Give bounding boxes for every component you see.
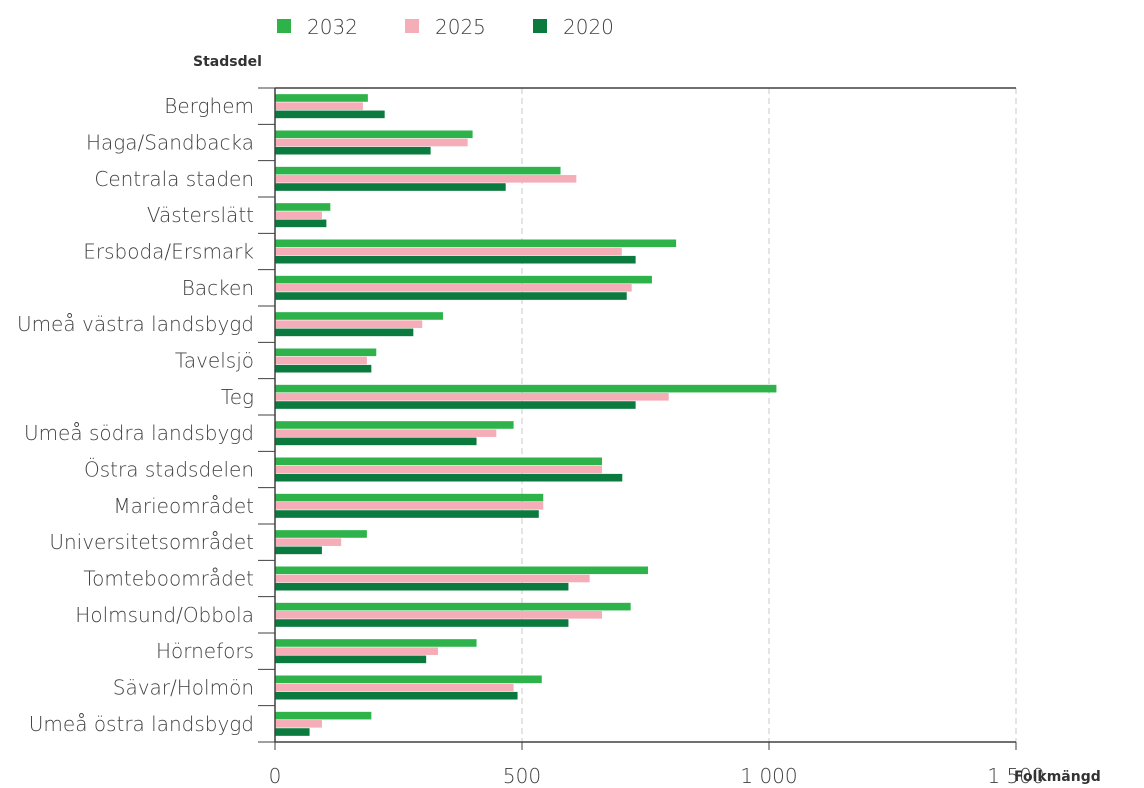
legend-swatch-2025 <box>405 19 419 33</box>
bar-2025-6 <box>275 320 423 328</box>
axis-layer: Berghem Haga/Sandbacka Centrala staden Väst… <box>17 87 1045 788</box>
bar-2032-4 <box>275 239 677 248</box>
x-axis-title: Folkmängd <box>1014 769 1101 785</box>
bar-2025-17 <box>275 720 322 728</box>
bar-2032-15 <box>275 639 477 647</box>
bar-2020-0 <box>275 110 385 119</box>
bar-2020-14 <box>275 619 569 627</box>
category-label-6: Umeå västra landsbygd <box>17 312 254 336</box>
category-label-14: Holmsund/Obbola <box>75 603 254 627</box>
bar-2032-2 <box>275 166 561 175</box>
bar-2032-10 <box>275 457 603 466</box>
y-axis-title: Stadsdel <box>193 54 262 70</box>
bar-2025-13 <box>275 574 590 583</box>
bar-2032-17 <box>275 711 372 720</box>
bar-2032-5 <box>275 275 652 284</box>
bar-2025-16 <box>275 683 514 692</box>
bar-2020-3 <box>275 219 327 228</box>
legend-label-2025: 2025 <box>435 15 486 39</box>
bar-2020-6 <box>275 328 414 337</box>
category-label-10: Östra stadsdelen <box>84 458 254 482</box>
bar-2032-6 <box>275 312 443 320</box>
category-label-17: Umeå östra landsbygd <box>29 712 254 736</box>
legend-label-2032: 2032 <box>307 15 358 39</box>
x-tick-label-1: 500 <box>503 764 541 788</box>
bar-2032-16 <box>275 675 542 684</box>
bar-2020-11 <box>275 510 539 518</box>
legend-swatch-2032 <box>277 19 291 33</box>
bar-2020-7 <box>275 364 372 373</box>
legend: 2032 2025 2020 <box>277 15 614 39</box>
bar-2032-1 <box>275 130 473 139</box>
bar-2025-5 <box>275 284 632 292</box>
bar-2032-14 <box>275 602 631 611</box>
bar-2020-5 <box>275 292 627 300</box>
grid-layer <box>521 88 1017 742</box>
bar-2025-12 <box>275 538 342 546</box>
category-label-7: Tavelsjö <box>175 349 254 373</box>
bar-2025-2 <box>275 175 577 183</box>
bar-2020-13 <box>275 582 569 591</box>
bar-2025-11 <box>275 502 544 510</box>
bar-2032-12 <box>275 530 367 538</box>
bar-2032-8 <box>275 384 777 393</box>
category-label-12: Universitetsområdet <box>49 530 254 554</box>
category-label-8: Teg <box>221 385 254 409</box>
x-tick-label-0: 0 <box>269 764 282 788</box>
category-label-3: Västerslätt <box>147 203 254 227</box>
bar-2025-8 <box>275 393 669 401</box>
category-label-9: Umeå södra landsbygd <box>24 421 254 445</box>
legend-swatch-2020 <box>533 19 547 33</box>
bar-2020-9 <box>275 437 477 446</box>
category-label-2: Centrala staden <box>94 167 254 191</box>
bar-2020-1 <box>275 146 431 155</box>
category-label-11: Marieområdet <box>113 494 254 518</box>
bar-2032-13 <box>275 566 648 575</box>
bar-2032-7 <box>275 348 377 357</box>
bar-2025-9 <box>275 429 497 437</box>
bar-2032-3 <box>275 203 331 211</box>
bar-2032-0 <box>275 94 368 102</box>
bar-2020-15 <box>275 655 427 664</box>
bar-2020-12 <box>275 546 322 555</box>
bar-2025-3 <box>275 211 322 219</box>
category-label-16: Sävar/Holmön <box>113 676 254 700</box>
bar-2020-8 <box>275 401 636 409</box>
bar-layer <box>275 94 777 736</box>
category-label-5: Backen <box>182 276 254 300</box>
bar-2032-9 <box>275 421 514 429</box>
bar-2020-10 <box>275 473 623 482</box>
x-tick-label-2: 1 000 <box>740 764 797 788</box>
x-tick-label-3: 1 500 <box>987 764 1044 788</box>
legend-label-2020: 2020 <box>563 15 614 39</box>
category-label-15: Hörnefors <box>156 639 254 663</box>
bar-2025-1 <box>275 138 468 147</box>
category-label-4: Ersboda/Ersmark <box>83 240 254 264</box>
bar-2025-10 <box>275 465 603 474</box>
category-label-1: Haga/Sandbacka <box>86 131 254 155</box>
bar-2032-11 <box>275 493 544 502</box>
category-label-0: Berghem <box>164 94 254 118</box>
bar-2025-0 <box>275 102 363 110</box>
bar-2020-17 <box>275 728 310 736</box>
bar-2025-14 <box>275 611 603 619</box>
bar-2020-16 <box>275 691 518 700</box>
bar-2020-2 <box>275 183 506 191</box>
category-label-13: Tomteboområdet <box>83 567 254 591</box>
bar-2025-15 <box>275 647 439 655</box>
bar-2020-4 <box>275 255 636 264</box>
bar-2025-7 <box>275 356 367 365</box>
bar-2025-4 <box>275 247 622 256</box>
